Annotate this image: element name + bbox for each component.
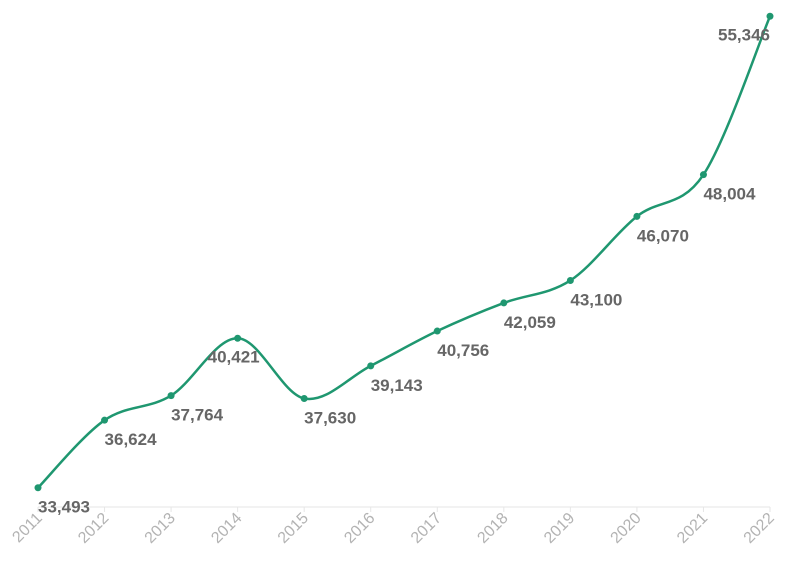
data-point-2012 <box>101 416 109 424</box>
data-label-2013: 37,764 <box>171 406 224 425</box>
data-label-2022: 55,346 <box>718 25 770 44</box>
x-tick-label-2017: 2017 <box>408 510 445 547</box>
data-label-2021: 48,004 <box>703 185 756 204</box>
data-label-2017: 40,756 <box>437 341 489 360</box>
data-point-2021 <box>699 171 707 179</box>
data-point-2015 <box>300 394 308 402</box>
data-label-2018: 42,059 <box>504 313 556 332</box>
data-labels: 33,493 36,624 37,764 40,421 37,630 39,143 40,7… <box>38 25 770 516</box>
x-tick-label-2020: 2020 <box>608 510 645 547</box>
data-label-2012: 36,624 <box>105 430 158 449</box>
x-tick-label-2016: 2016 <box>341 510 378 547</box>
x-tick-label-2018: 2018 <box>474 510 511 547</box>
data-points <box>34 12 774 492</box>
data-point-2017 <box>433 327 441 335</box>
data-point-2022 <box>766 12 774 20</box>
x-axis-ticks: 2011 2012 2013 2014 2015 2016 2017 2018 2019 2020… <box>9 507 778 547</box>
x-tick-label-2014: 2014 <box>208 510 245 547</box>
data-point-2018 <box>500 299 508 307</box>
data-label-2014: 40,421 <box>208 347 260 366</box>
data-point-2019 <box>566 276 574 284</box>
data-point-2020 <box>633 212 641 220</box>
data-label-2019: 43,100 <box>570 290 622 309</box>
data-point-2013 <box>167 392 175 400</box>
data-label-2011: 33,493 <box>38 498 90 517</box>
data-label-2020: 46,070 <box>637 226 689 245</box>
data-point-2016 <box>367 362 375 370</box>
x-tick-label-2021: 2021 <box>674 510 711 547</box>
data-label-2016: 39,143 <box>371 376 423 395</box>
x-tick-label-2013: 2013 <box>142 510 179 547</box>
x-tick-label-2022: 2022 <box>741 510 778 547</box>
x-tick-label-2019: 2019 <box>541 510 578 547</box>
series-line <box>37 15 772 489</box>
data-point-2011 <box>34 484 42 492</box>
data-label-2015: 37,630 <box>304 408 356 427</box>
x-tick-label-2015: 2015 <box>275 510 312 547</box>
data-point-2014 <box>234 334 242 342</box>
